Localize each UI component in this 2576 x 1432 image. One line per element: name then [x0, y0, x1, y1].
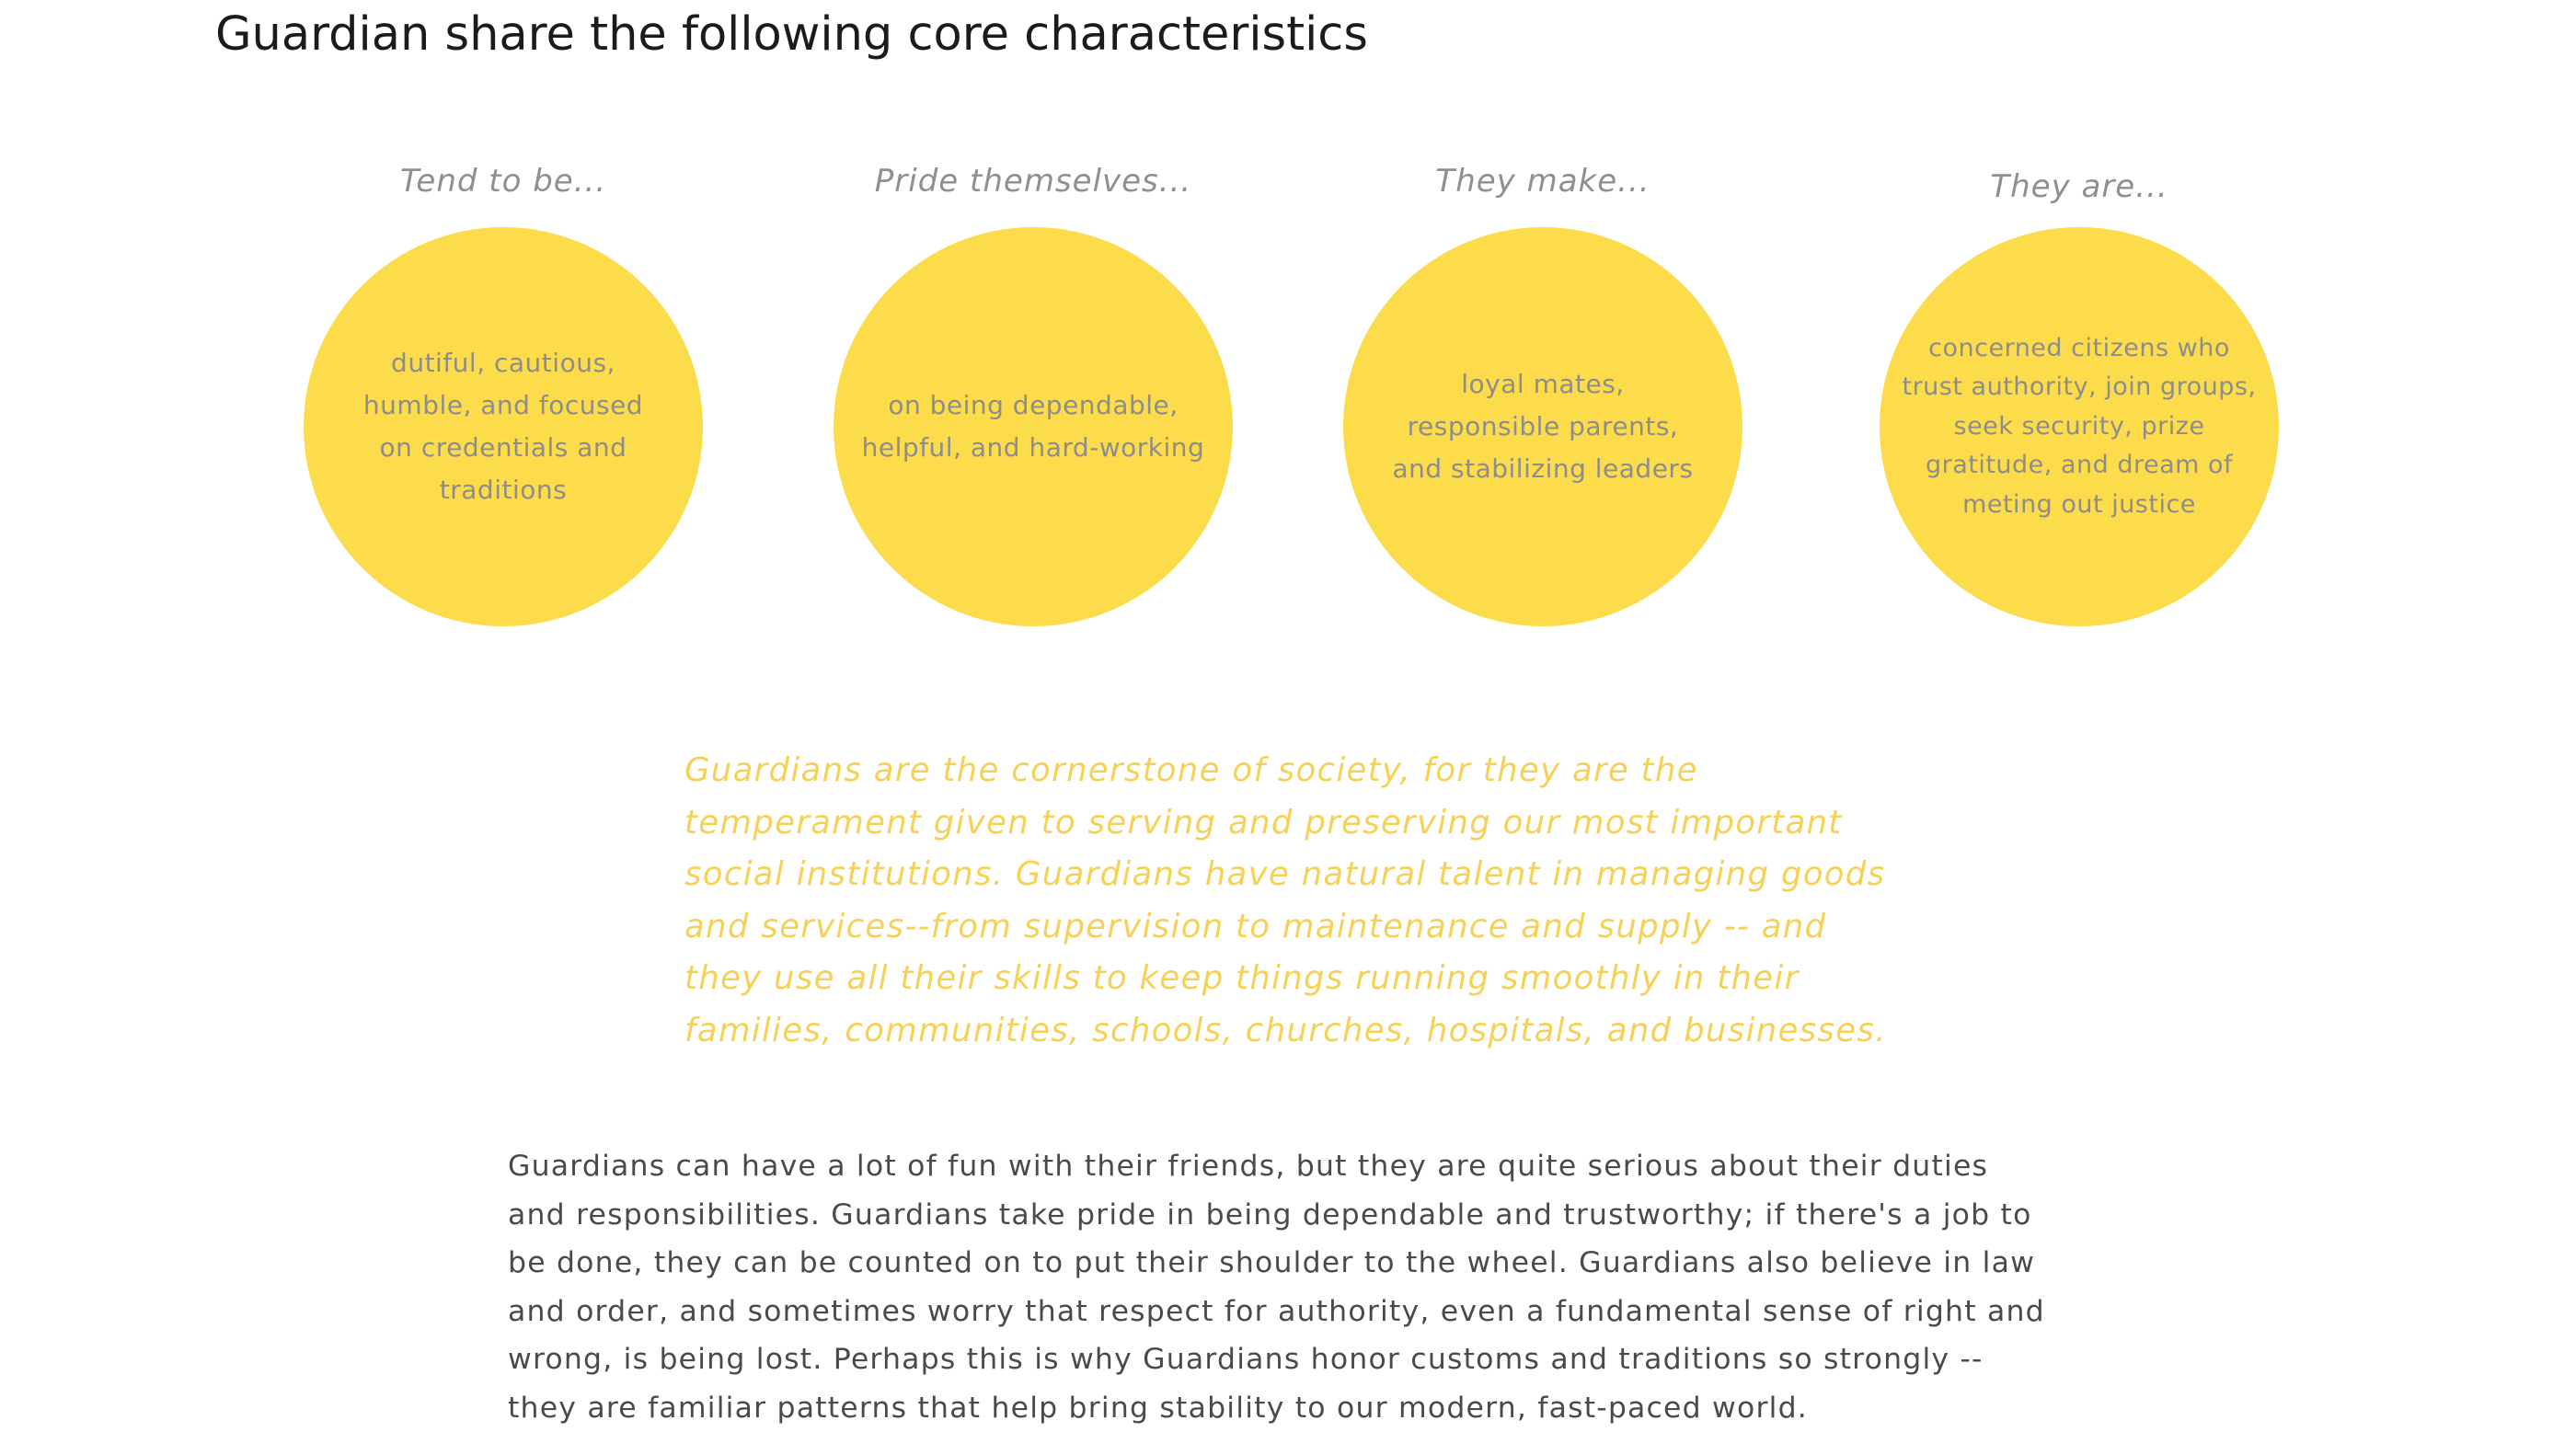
- trait-circle: dutiful, cautious, humble, and focused o…: [304, 227, 703, 626]
- guardian-quote: Guardians are the cornerstone of society…: [684, 751, 1887, 1049]
- trait-circle: loyal mates, responsible parents, and st…: [1343, 227, 1742, 626]
- trait-circle: concerned citizens who trust authority, …: [1880, 227, 2279, 626]
- trait-text: loyal mates, responsible parents, and st…: [1392, 369, 1694, 484]
- page-title: Guardian share the following core charac…: [215, 7, 1368, 62]
- trait-label: Tend to be...: [399, 163, 607, 200]
- trait-circle: on being dependable, helpful, and hard-w…: [834, 227, 1233, 626]
- trait-text: concerned citizens who trust authority, …: [1902, 333, 2257, 519]
- trait-text: on being dependable, helpful, and hard-w…: [861, 390, 1205, 463]
- trait-text: dutiful, cautious, humble, and focused o…: [362, 348, 644, 505]
- trait-label: They make...: [1435, 163, 1650, 200]
- trait-label: Pride themselves...: [874, 163, 1192, 200]
- body-paragraph: Guardians can have a lot of fun with the…: [508, 1150, 2045, 1425]
- trait-label: They are...: [1990, 168, 2168, 205]
